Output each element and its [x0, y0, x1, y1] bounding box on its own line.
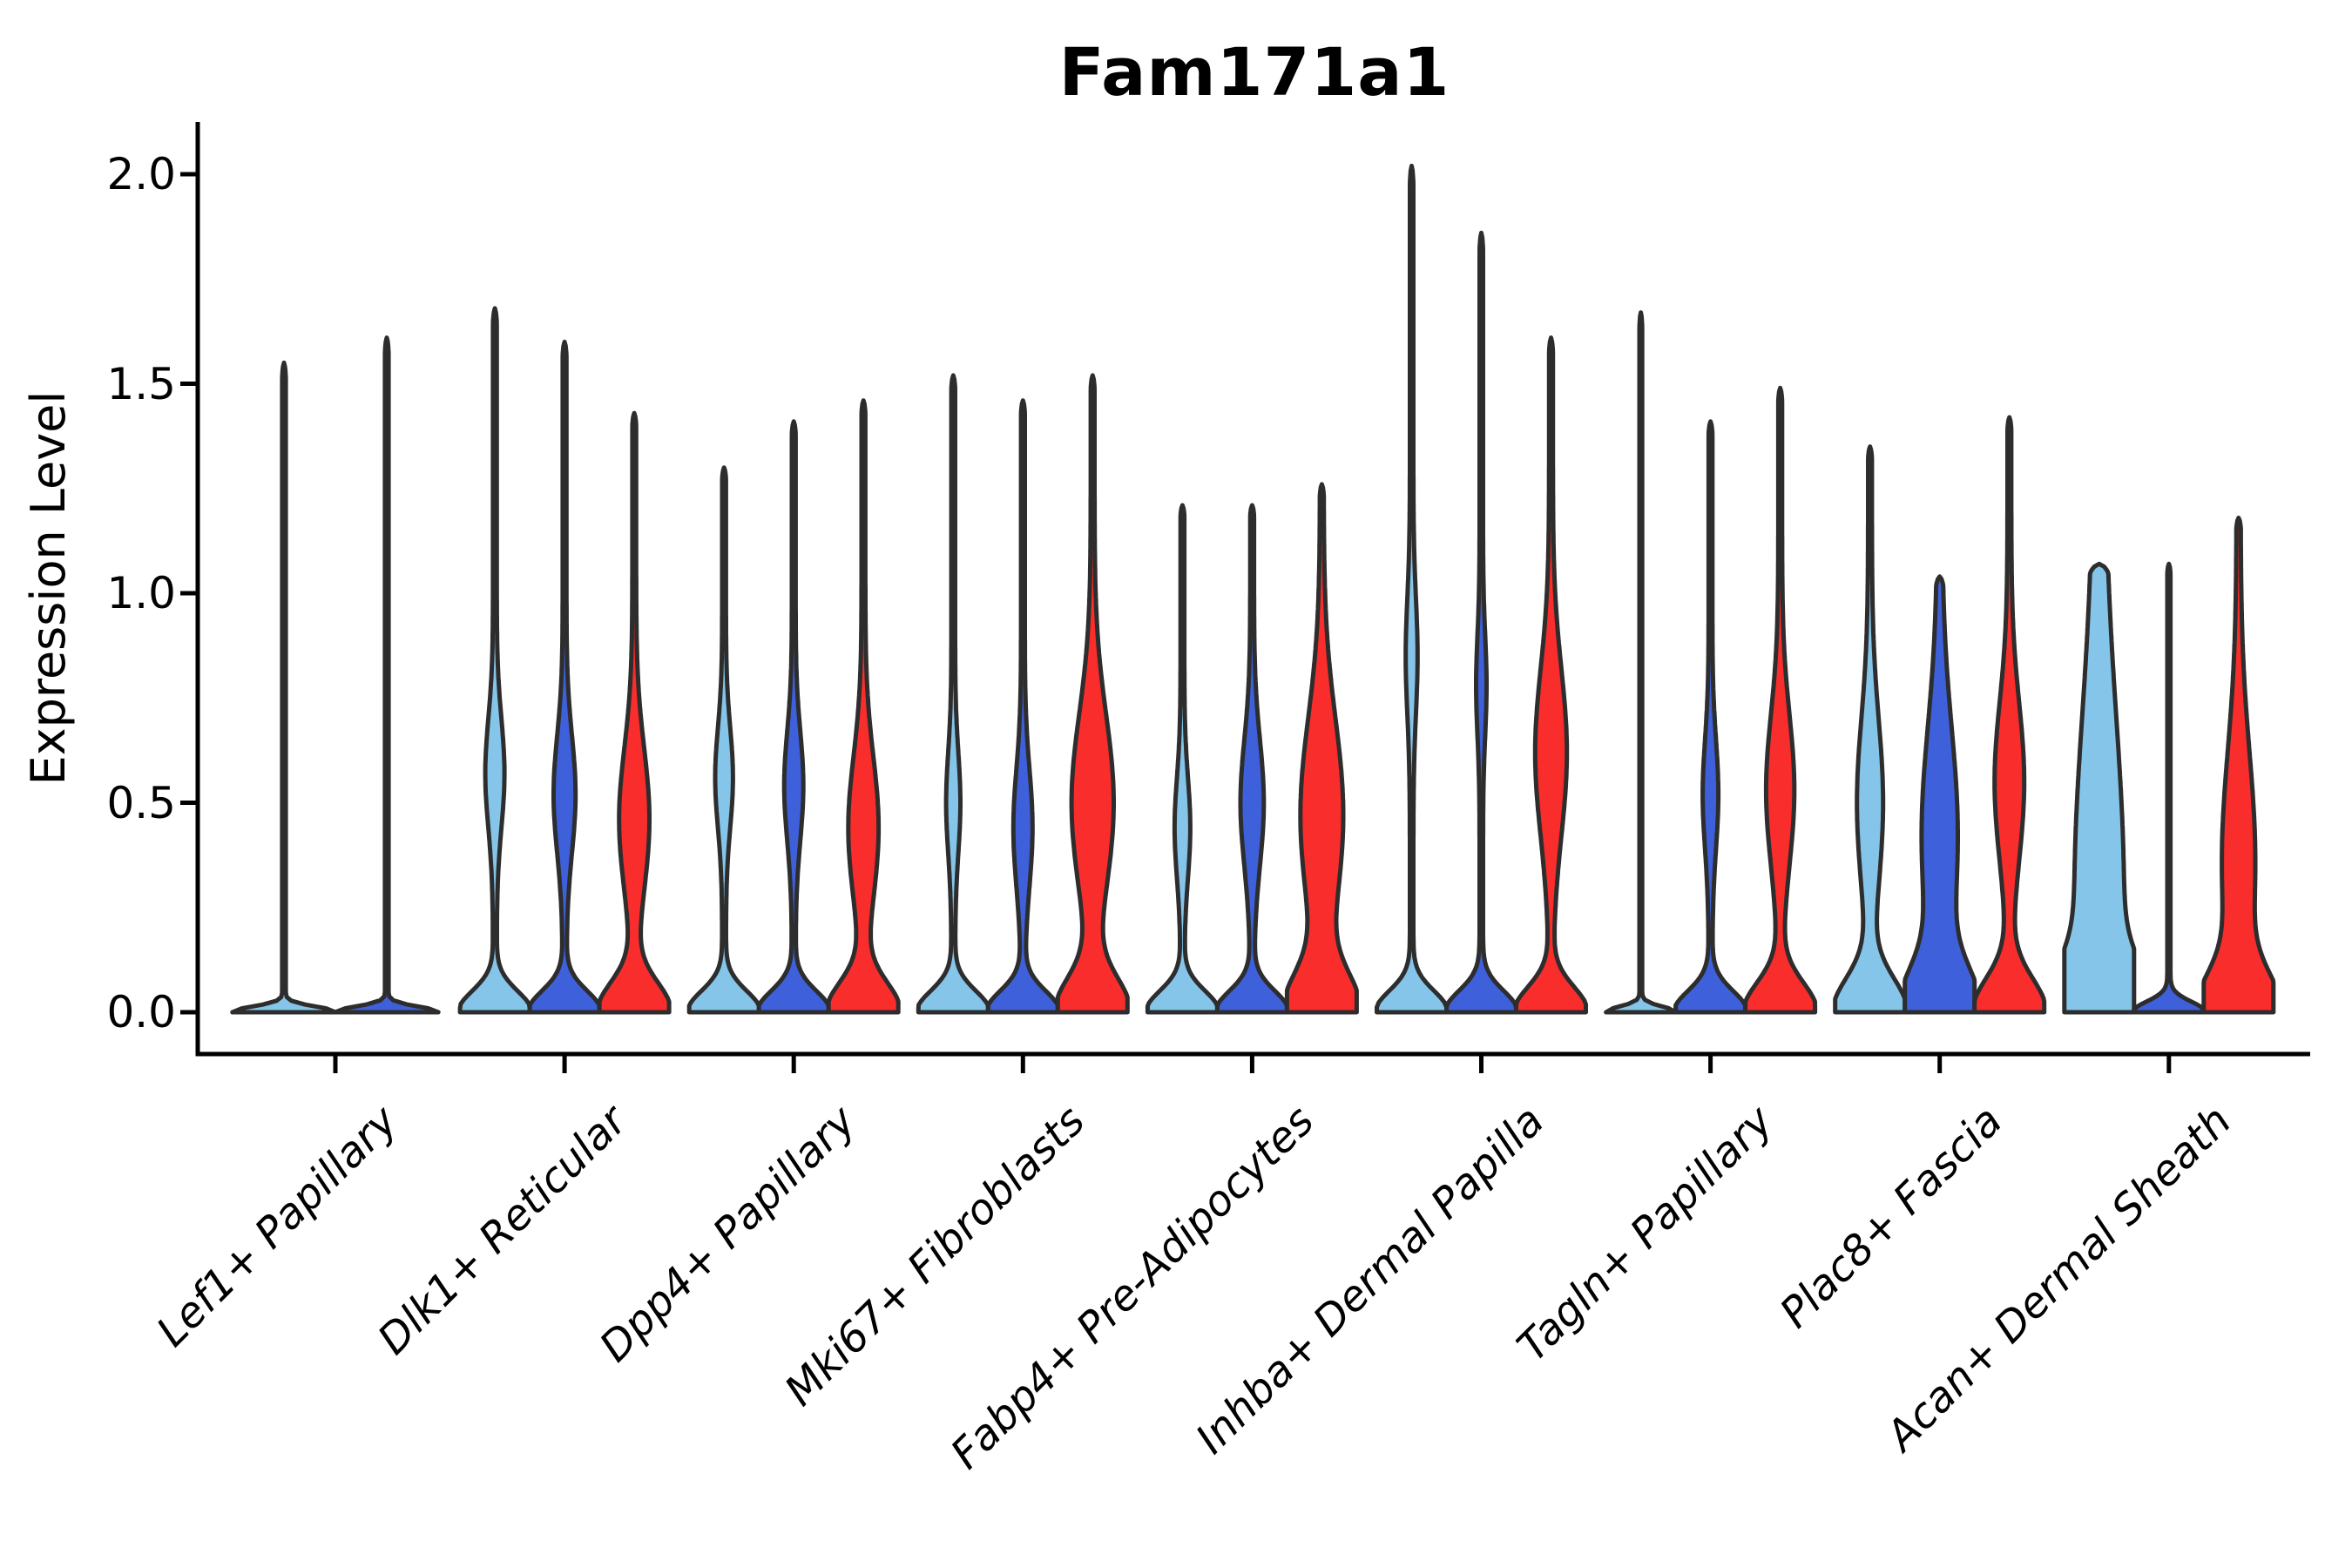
violin-cat1-split-2: [527, 339, 602, 1015]
violin-cat3-split-2: [985, 398, 1060, 1015]
violin-cat2-split-3: [826, 398, 901, 1015]
violin-cat0-split-1: [230, 360, 338, 1015]
violin-cat6-split-1: [1604, 310, 1679, 1015]
violin-cat7-split-2: [1903, 574, 1977, 1015]
violin-cat8-split-3: [2201, 515, 2276, 1015]
y-tick-label: 1.0: [106, 568, 176, 618]
y-tick-label: 0.0: [106, 987, 176, 1037]
violin-cat5-split-3: [1514, 335, 1588, 1015]
violin-cat8-split-2: [2132, 561, 2207, 1015]
chart-title: Fam171a1: [1058, 33, 1450, 111]
violin-cat1-split-1: [457, 306, 532, 1015]
violin-cat3-split-1: [916, 373, 990, 1015]
violin-cat7-split-1: [1833, 444, 1908, 1015]
y-tick-label: 0.5: [106, 777, 176, 828]
violin-cat4-split-3: [1284, 482, 1359, 1015]
violin-cat4-split-1: [1145, 503, 1220, 1015]
violin-cat2-split-2: [756, 419, 831, 1015]
violin-cat5-split-1: [1375, 163, 1449, 1015]
violin-cat8-split-1: [2062, 561, 2137, 1015]
violin-cat7-split-3: [1972, 415, 2047, 1015]
violin-cat6-split-2: [1673, 419, 1748, 1015]
violin-cat0-split-2: [333, 335, 441, 1015]
y-tick-label: 1.5: [106, 358, 176, 409]
violin-cat2-split-1: [686, 465, 761, 1015]
violin-cat3-split-3: [1055, 373, 1130, 1015]
axis-lines: [195, 122, 2310, 1057]
violin-cat6-split-3: [1743, 385, 1818, 1015]
violin-cat5-split-2: [1444, 230, 1518, 1015]
y-tick-label: 2.0: [106, 149, 176, 199]
violin-cat4-split-2: [1214, 503, 1289, 1015]
violin-cat1-split-3: [597, 410, 672, 1015]
